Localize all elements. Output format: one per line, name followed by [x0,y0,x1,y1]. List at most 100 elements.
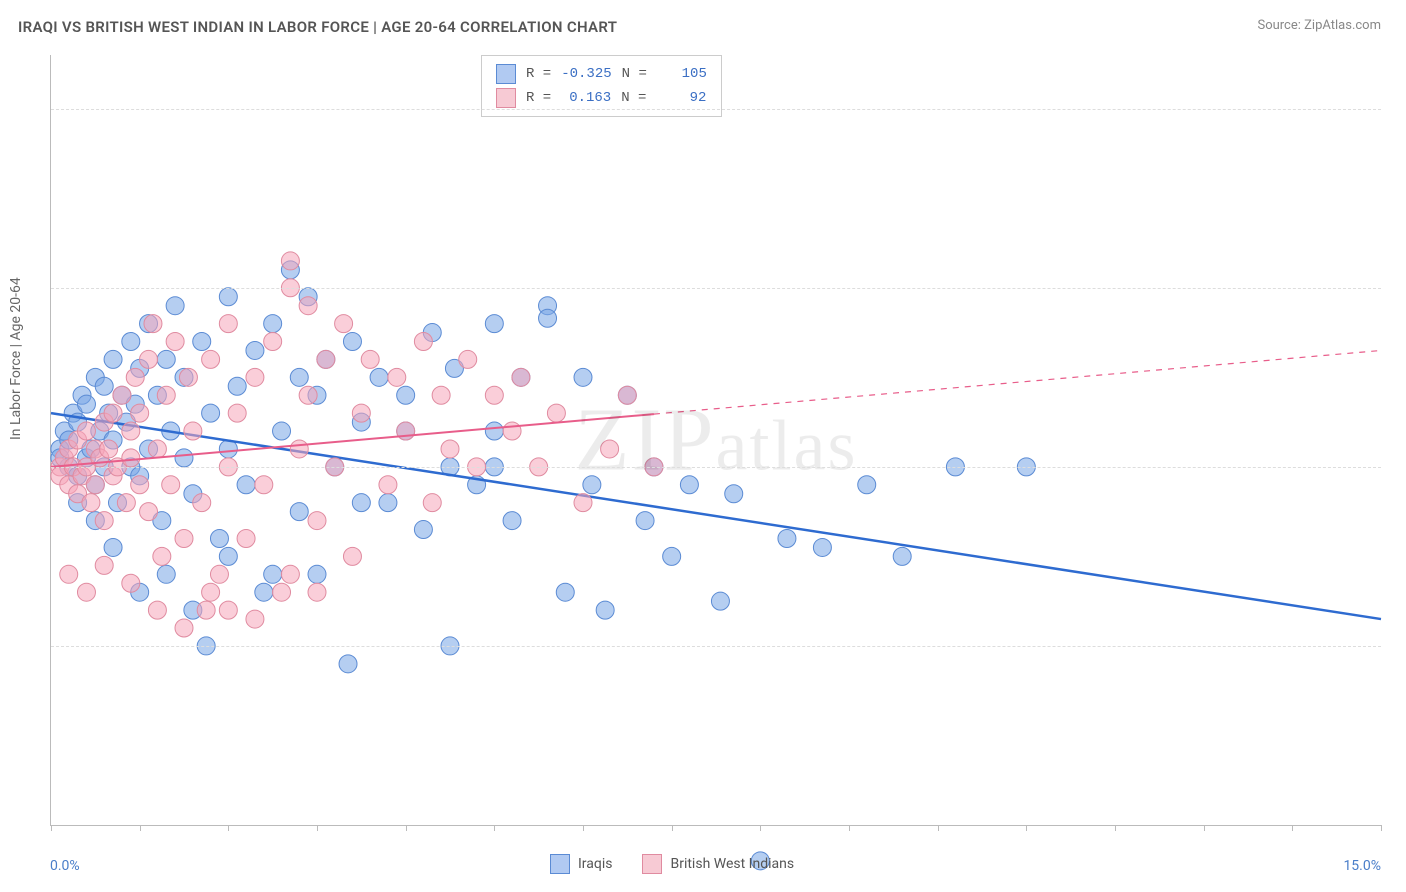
y-tick-label: 70.0% [1391,638,1406,654]
scatter-point [157,350,175,368]
scatter-svg [51,55,1381,825]
scatter-point [299,297,317,315]
scatter-point [140,503,158,521]
scatter-point [441,440,459,458]
scatter-point [339,655,357,673]
x-axis-max-label: 15.0% [1343,858,1381,874]
x-tick [317,825,318,831]
x-tick [1115,825,1116,831]
scatter-point [193,333,211,351]
scatter-point [503,422,521,440]
legend-item: British West Indians [642,854,794,874]
scatter-point [179,368,197,386]
scatter-point [237,476,255,494]
scatter-point [237,529,255,547]
scatter-point [813,538,831,556]
x-tick [938,825,939,831]
scatter-point [485,386,503,404]
legend-label: Iraqis [578,856,612,872]
y-tick-label: 100.0% [1391,101,1406,117]
scatter-point [100,440,118,458]
scatter-point [264,333,282,351]
scatter-point [893,547,911,565]
gridline [51,467,1381,468]
r-label: R = [526,66,551,82]
x-tick [583,825,584,831]
scatter-point [308,512,326,530]
scatter-point [636,512,654,530]
r-label: R = [526,90,551,106]
x-tick [494,825,495,831]
scatter-point [255,476,273,494]
stats-row: R =-0.325N =105 [496,62,707,86]
scatter-point [122,574,140,592]
scatter-point [122,422,140,440]
n-label: N = [622,66,647,82]
scatter-point [596,601,614,619]
scatter-point [246,368,264,386]
scatter-point [556,583,574,601]
scatter-point [539,309,557,327]
scatter-point [485,315,503,333]
x-tick [1026,825,1027,831]
legend-swatch [642,854,662,874]
scatter-point [361,350,379,368]
scatter-point [82,494,100,512]
scatter-point [131,476,149,494]
scatter-point [228,377,246,395]
scatter-point [148,440,166,458]
scatter-point [202,404,220,422]
scatter-point [162,476,180,494]
scatter-point [432,386,450,404]
scatter-point [157,565,175,583]
scatter-point [414,521,432,539]
scatter-point [281,565,299,583]
scatter-point [264,565,282,583]
chart-plot-area: R =-0.325N =105R =0.163N =92 ZIPatlas 70… [50,55,1381,826]
scatter-point [343,333,361,351]
scatter-point [379,494,397,512]
x-tick [760,825,761,831]
scatter-point [104,404,122,422]
scatter-point [370,368,388,386]
scatter-point [113,386,131,404]
scatter-point [290,440,308,458]
scatter-point [299,386,317,404]
scatter-point [175,619,193,637]
scatter-point [175,529,193,547]
scatter-point [60,565,78,583]
r-value: -0.325 [561,66,611,82]
scatter-point [77,583,95,601]
scatter-point [290,503,308,521]
scatter-point [219,601,237,619]
scatter-point [117,494,135,512]
scatter-point [184,422,202,440]
scatter-point [95,556,113,574]
stats-row: R =0.163N =92 [496,86,707,110]
scatter-point [77,395,95,413]
legend-swatch [496,88,516,108]
scatter-point [308,583,326,601]
scatter-point [423,494,441,512]
x-tick [672,825,673,831]
scatter-point [246,610,264,628]
scatter-point [574,368,592,386]
scatter-point [175,449,193,467]
scatter-point [858,476,876,494]
scatter-point [153,547,171,565]
scatter-point [255,583,273,601]
legend: Iraqis British West Indians [550,854,794,874]
scatter-point [414,333,432,351]
x-tick [1204,825,1205,831]
x-tick [140,825,141,831]
scatter-point [126,368,144,386]
r-value: 0.163 [561,90,611,106]
scatter-point [583,476,601,494]
scatter-point [352,494,370,512]
scatter-point [219,315,237,333]
trend-line [51,413,1381,619]
scatter-point [503,512,521,530]
trend-line-extrapolated [654,350,1381,414]
y-axis-label: In Labor Force | Age 20-64 [8,277,24,440]
scatter-point [210,529,228,547]
